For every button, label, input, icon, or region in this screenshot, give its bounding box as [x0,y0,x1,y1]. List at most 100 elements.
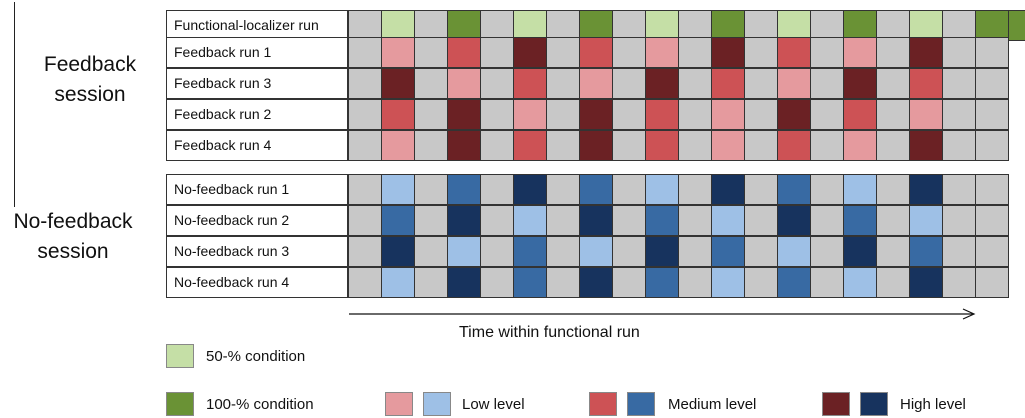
schedule-cell [381,174,415,205]
schedule-cell [612,236,646,267]
schedule-cell [843,236,877,267]
schedule-cell [876,130,910,161]
schedule-cell [513,68,547,99]
schedule-cell [480,99,514,130]
schedule-cell [942,130,976,161]
schedule-cell [744,10,778,41]
schedule-cell [513,267,547,298]
schedule-cell [612,205,646,236]
run-label: Feedback run 2 [166,99,348,130]
schedule-cell [876,37,910,68]
legend-swatch-low-red [385,392,413,416]
schedule-cell [711,99,745,130]
schedule-cell [546,236,580,267]
schedule-cell [414,205,448,236]
schedule-cell [579,130,613,161]
legend-label-50: 50-% condition [206,348,306,365]
schedule-cell [843,174,877,205]
schedule-cell [678,267,712,298]
schedule-cell [744,37,778,68]
schedule-cell [942,205,976,236]
schedule-cell [876,68,910,99]
legend-label-low: Low level [462,396,525,413]
schedule-cell [975,130,1009,161]
schedule-cell [612,130,646,161]
session-divider-line [14,2,15,207]
schedule-cell [348,236,382,267]
schedule-cell [645,267,679,298]
schedule-cell [678,174,712,205]
schedule-cell [810,174,844,205]
time-arrow [349,308,976,320]
no-feedback-session-label: No-feedback session [2,207,144,267]
legend-label-100: 100-% condition [206,396,314,413]
schedule-cell [678,236,712,267]
legend-label-high: High level [900,396,966,413]
schedule-cell [513,236,547,267]
schedule-cell [942,174,976,205]
schedule-cell [777,10,811,41]
schedule-cell [579,37,613,68]
schedule-cell [381,68,415,99]
feedback-session-line1: Feedback [43,53,137,76]
schedule-cell [381,205,415,236]
schedule-cell [777,68,811,99]
schedule-cell [480,205,514,236]
schedule-cell [975,37,1009,68]
schedule-cell [777,174,811,205]
schedule-cell [546,130,580,161]
schedule-cell [744,205,778,236]
schedule-cell [876,174,910,205]
schedule-cell [447,99,481,130]
schedule-cell [810,130,844,161]
schedule-cell [348,68,382,99]
schedule-cell [579,236,613,267]
schedule-cell [975,236,1009,267]
schedule-cell [447,236,481,267]
schedule-cell [711,37,745,68]
schedule-cell [909,68,943,99]
schedule-cell [909,267,943,298]
schedule-cell [645,10,679,41]
legend-swatch-low-blue [423,392,451,416]
schedule-cell [975,68,1009,99]
schedule-cell [414,37,448,68]
schedule-cell [711,267,745,298]
schedule-cell [645,99,679,130]
schedule-cell [975,99,1009,130]
legend-swatch-100 [166,392,194,416]
schedule-cell [711,68,745,99]
schedule-cell [678,68,712,99]
schedule-cell [447,37,481,68]
schedule-cell [744,174,778,205]
schedule-cell [744,68,778,99]
schedule-cell [645,37,679,68]
schedule-cell [678,10,712,41]
schedule-cell [414,130,448,161]
schedule-cell [546,174,580,205]
schedule-cell [348,99,382,130]
schedule-cell [348,130,382,161]
schedule-cell [447,130,481,161]
schedule-cell [381,130,415,161]
schedule-cell [381,236,415,267]
schedule-cell [513,174,547,205]
schedule-cell [645,68,679,99]
schedule-cell [777,37,811,68]
schedule-cell [678,205,712,236]
schedule-cell [909,174,943,205]
legend-swatch-medium-blue [627,392,655,416]
schedule-cell [414,174,448,205]
schedule-cell [843,37,877,68]
schedule-cell [381,99,415,130]
schedule-cell [414,68,448,99]
schedule-cell [843,99,877,130]
schedule-cell [975,174,1009,205]
schedule-cell [546,205,580,236]
run-label: No-feedback run 4 [166,267,348,298]
run-label: Feedback run 1 [166,37,348,68]
schedule-cell [348,205,382,236]
schedule-cell [645,236,679,267]
run-label: No-feedback run 3 [166,236,348,267]
schedule-cell [942,68,976,99]
